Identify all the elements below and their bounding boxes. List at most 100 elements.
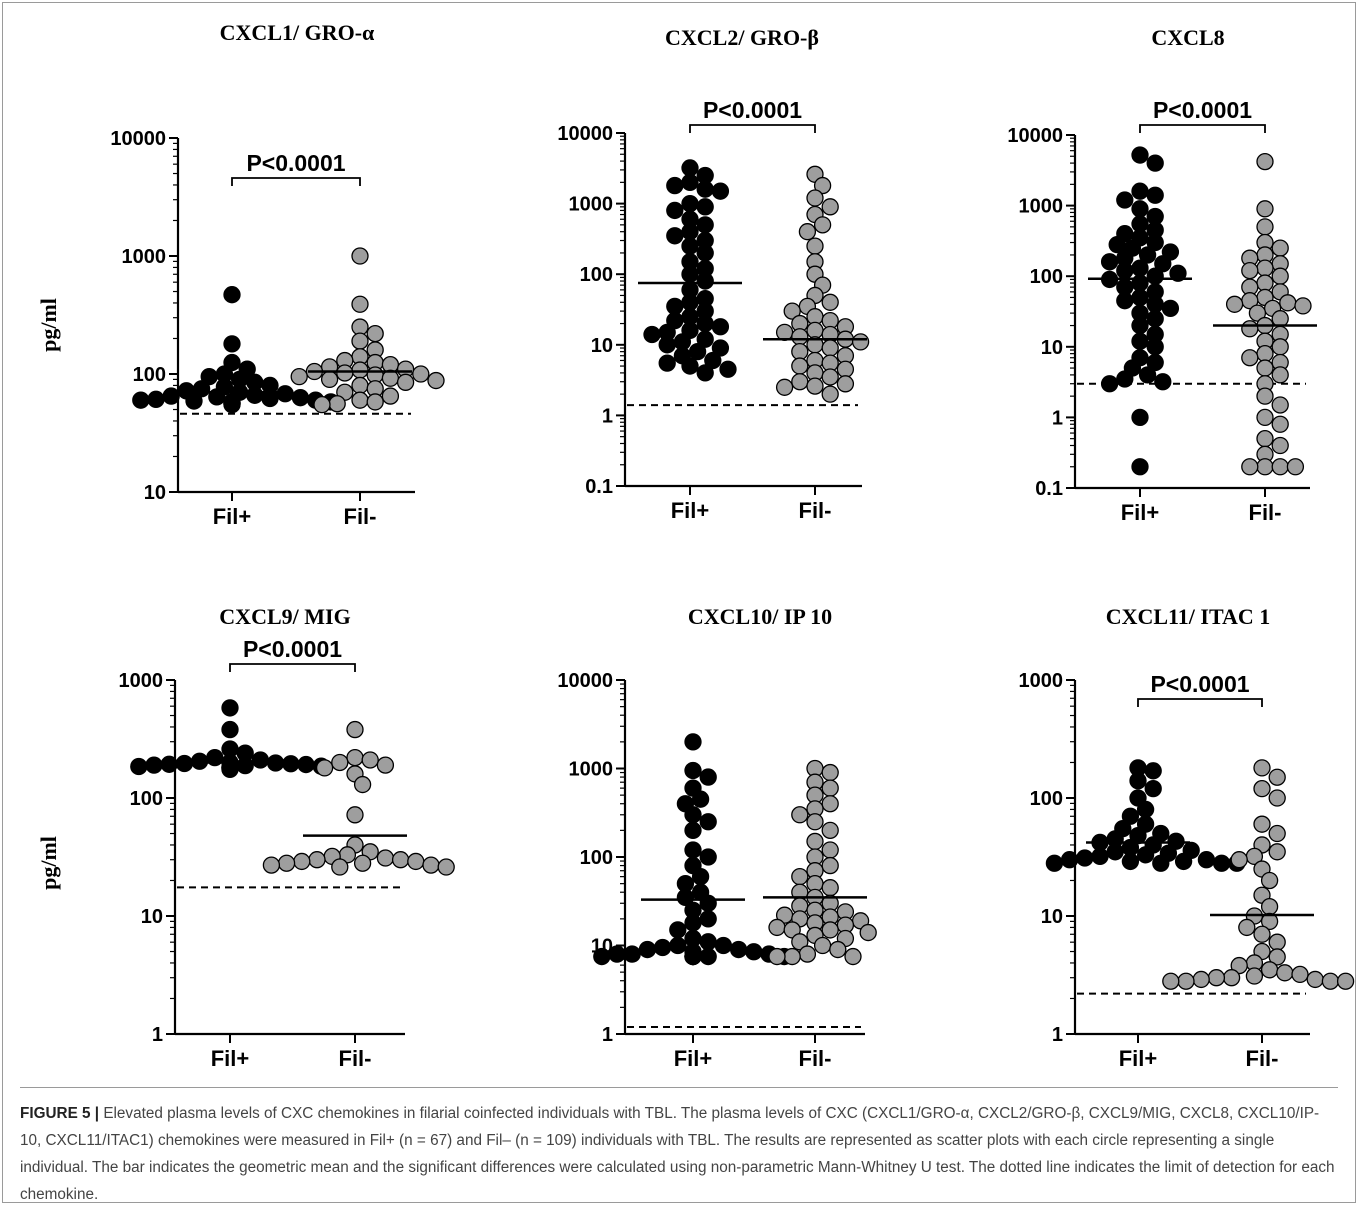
data-point-fil-neg [1321, 972, 1340, 990]
data-point-fil-neg [821, 856, 839, 875]
data-point-fil-neg [821, 795, 839, 813]
data-point-fil-pos [666, 201, 684, 220]
data-point-fil-neg [1238, 918, 1256, 937]
y-tick-label: 1 [1052, 1024, 1063, 1046]
data-point-fil-neg [1248, 304, 1267, 322]
y-tick-label: 1000 [119, 670, 164, 692]
data-point-fil-pos [666, 176, 684, 195]
data-point-fil-pos [643, 325, 661, 344]
data-point-fil-pos [1100, 253, 1119, 271]
data-point-fil-neg [1253, 759, 1271, 777]
y-tick-label: 0.1 [585, 476, 613, 498]
data-point-fil-neg [1230, 851, 1248, 869]
chart-panel-cxcl9: CXCL9/ MIG 1 10 100 1000 Fil+ Fil- P<0.0001 [119, 604, 455, 1071]
data-point-fil-neg [1256, 152, 1274, 171]
data-point-fil-pos [1121, 852, 1140, 871]
x-tick-label: Fil+ [1121, 500, 1160, 525]
data-point-fil-neg [775, 378, 794, 396]
data-point-fil-pos [1146, 353, 1164, 372]
data-point-fil-neg [1336, 972, 1355, 990]
data-point-fil-neg [353, 775, 372, 794]
data-point-fil-pos [1116, 292, 1134, 310]
caption-text: Elevated plasma levels of CXC chemokines… [20, 1105, 1335, 1203]
data-point-fil-neg [791, 933, 809, 951]
data-point-fil-neg [783, 302, 801, 320]
data-point-fil-pos [681, 357, 699, 375]
data-point-fil-neg [821, 198, 839, 216]
data-point-fil-neg [1192, 970, 1210, 989]
data-point-fil-pos [684, 947, 702, 966]
data-point-fil-pos [593, 947, 611, 966]
data-point-fil-pos [1154, 373, 1172, 391]
data-point-fil-pos [684, 761, 702, 780]
data-point-fil-neg [437, 858, 455, 876]
significance-bracket [1139, 124, 1266, 133]
y-tick-label: 1 [152, 1024, 163, 1046]
data-point-fil-neg [1177, 972, 1195, 990]
data-point-fil-pos [699, 813, 717, 831]
data-point-fil-pos [1121, 807, 1140, 825]
data-point-fil-neg [290, 367, 308, 386]
data-point-fil-pos [1138, 246, 1157, 264]
caption-label: FIGURE 5 | [20, 1105, 100, 1122]
data-point-fil-pos [704, 351, 722, 370]
chart-panel-cxcl1: CXCL1/ GRO-α 10 100 1000 10000 Fil+ Fil- P<0.00… [110, 20, 445, 529]
data-point-fil-pos [223, 335, 241, 353]
data-point-fil-pos [261, 389, 279, 408]
data-point-fil-neg [1245, 967, 1264, 985]
data-point-fil-pos [1144, 762, 1162, 780]
x-tick-label: Fil+ [674, 1046, 713, 1071]
data-point-fil-neg [366, 393, 384, 411]
x-tick-label: Fil+ [211, 1046, 250, 1071]
chart-title: CXCL9/ MIG [219, 604, 350, 629]
data-point-fil-neg [1268, 933, 1286, 951]
data-point-fil-neg [313, 395, 331, 414]
data-point-fil-neg [1268, 948, 1286, 966]
data-point-fil-neg [821, 821, 839, 840]
y-tick-label: 10 [591, 335, 613, 357]
data-point-fil-pos [1045, 854, 1064, 872]
y-axis-label-bottom: pg/ml [35, 836, 61, 890]
data-point-fil-neg [1268, 768, 1286, 786]
data-point-fil-neg [1268, 824, 1286, 843]
y-tick-label: 10000 [557, 123, 613, 145]
x-tick-label: Fil- [799, 498, 832, 523]
data-point-fil-neg [1306, 970, 1324, 989]
data-point-fil-neg [859, 923, 877, 942]
y-tick-label: 100 [1030, 788, 1063, 810]
x-tick-label: Fil- [339, 1046, 372, 1071]
data-point-fil-neg [396, 373, 415, 391]
data-point-fil-pos [130, 757, 148, 776]
y-tick-label: 1000 [122, 246, 167, 268]
data-point-fil-neg [806, 813, 824, 831]
y-tick-label: 0.1 [1035, 478, 1063, 500]
chart-title: CXCL2/ GRO-β [665, 25, 819, 50]
data-point-fil-neg [844, 947, 862, 966]
data-point-fil-neg [821, 368, 839, 386]
significance-bracket [231, 177, 361, 186]
data-point-fil-pos [1100, 375, 1119, 393]
data-point-fil-pos [711, 339, 730, 357]
data-point-fil-pos [1136, 800, 1155, 819]
y-tick-label: 10000 [1007, 125, 1063, 147]
data-point-fil-pos [1138, 366, 1157, 384]
chart-title: CXCL8 [1151, 25, 1224, 50]
x-tick-label: Fil+ [671, 498, 710, 523]
data-point-fil-pos [1152, 854, 1170, 872]
data-point-fil-neg [262, 856, 281, 874]
y-tick-label: 100 [1030, 266, 1063, 288]
y-tick-label: 10000 [110, 128, 166, 150]
p-value-label: P<0.0001 [246, 150, 345, 176]
data-point-fil-neg [346, 806, 364, 824]
data-point-fil-pos [1091, 847, 1109, 866]
data-point-fil-neg [1271, 366, 1289, 384]
data-point-fil-pos [132, 391, 150, 409]
data-point-fil-neg [821, 921, 839, 939]
data-point-fil-neg [1256, 387, 1274, 405]
data-point-fil-pos [1146, 186, 1164, 204]
data-point-fil-neg [412, 365, 430, 383]
y-tick-label: 10 [1041, 906, 1063, 928]
data-point-fil-pos [1106, 843, 1124, 861]
p-value-label: P<0.0001 [243, 636, 342, 662]
